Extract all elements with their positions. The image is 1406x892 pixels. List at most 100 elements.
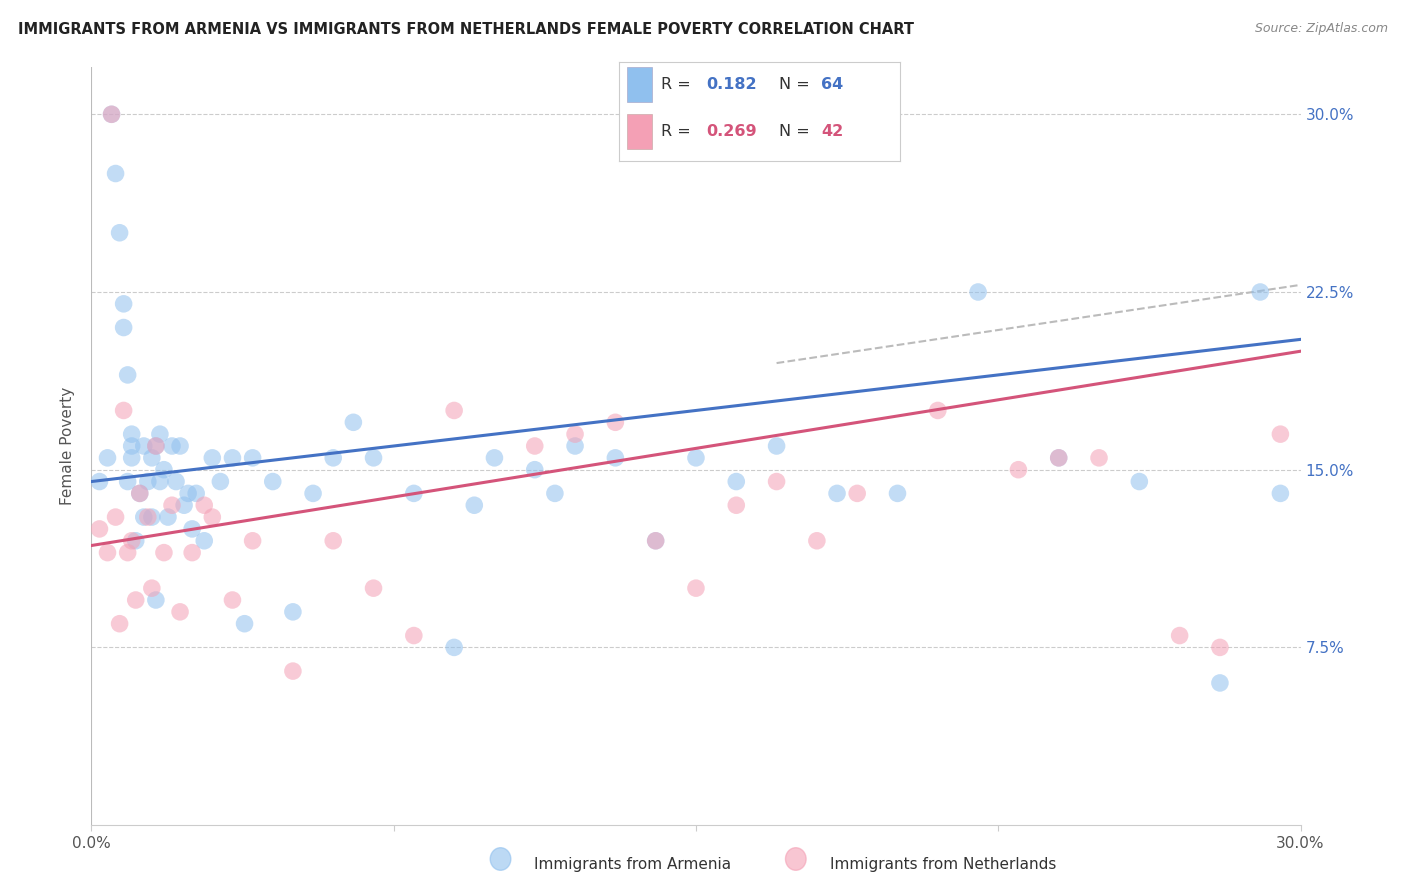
Text: 0.269: 0.269 — [706, 124, 756, 139]
Point — [564, 427, 586, 442]
Point — [463, 498, 485, 512]
Point — [886, 486, 908, 500]
Point — [108, 616, 131, 631]
Point — [1270, 486, 1292, 500]
Point — [121, 450, 143, 465]
Point — [96, 546, 118, 560]
Y-axis label: Female Poverty: Female Poverty — [60, 387, 76, 505]
Point — [685, 581, 707, 595]
Point — [181, 522, 204, 536]
Point — [1088, 450, 1111, 465]
Point — [363, 581, 385, 595]
Point — [725, 475, 748, 489]
Point — [725, 498, 748, 512]
Point — [160, 439, 183, 453]
Point — [117, 475, 139, 489]
Point — [141, 450, 163, 465]
Point — [181, 546, 204, 560]
Point — [644, 533, 666, 548]
Circle shape — [491, 847, 510, 871]
Point — [322, 450, 344, 465]
Point — [402, 486, 425, 500]
Point — [221, 450, 243, 465]
Point — [544, 486, 567, 500]
Point — [233, 616, 256, 631]
Text: 0.182: 0.182 — [706, 77, 756, 92]
Point — [156, 510, 179, 524]
Point — [443, 640, 465, 655]
Point — [967, 285, 990, 299]
Point — [112, 297, 135, 311]
Text: R =: R = — [661, 124, 696, 139]
Point — [112, 403, 135, 417]
Text: Immigrants from Armenia: Immigrants from Armenia — [534, 857, 731, 872]
Point — [145, 593, 167, 607]
Point — [1047, 450, 1070, 465]
Point — [145, 439, 167, 453]
Point — [193, 498, 215, 512]
Point — [186, 486, 208, 500]
Point — [141, 581, 163, 595]
Point — [169, 605, 191, 619]
Point — [193, 533, 215, 548]
Point — [121, 533, 143, 548]
Point — [117, 368, 139, 382]
Point — [1209, 676, 1232, 690]
Point — [89, 522, 111, 536]
Point — [1128, 475, 1150, 489]
Point — [342, 415, 364, 429]
Point — [443, 403, 465, 417]
Point — [765, 439, 787, 453]
Point — [209, 475, 232, 489]
Point — [177, 486, 200, 500]
Point — [141, 510, 163, 524]
Point — [302, 486, 325, 500]
Point — [605, 450, 627, 465]
Point — [201, 510, 224, 524]
Point — [644, 533, 666, 548]
Point — [132, 510, 155, 524]
Point — [765, 475, 787, 489]
Point — [927, 403, 949, 417]
Point — [1270, 427, 1292, 442]
Bar — [627, 68, 652, 102]
Point — [605, 415, 627, 429]
Point — [281, 605, 304, 619]
Text: Source: ZipAtlas.com: Source: ZipAtlas.com — [1254, 22, 1388, 36]
Text: IMMIGRANTS FROM ARMENIA VS IMMIGRANTS FROM NETHERLANDS FEMALE POVERTY CORRELATIO: IMMIGRANTS FROM ARMENIA VS IMMIGRANTS FR… — [18, 22, 914, 37]
Point — [1047, 450, 1070, 465]
Point — [149, 427, 172, 442]
Point — [484, 450, 506, 465]
Point — [201, 450, 224, 465]
Point — [104, 510, 127, 524]
Point — [149, 475, 172, 489]
Point — [262, 475, 284, 489]
Point — [221, 593, 243, 607]
Point — [825, 486, 848, 500]
Point — [153, 463, 176, 477]
Text: 42: 42 — [821, 124, 844, 139]
Point — [169, 439, 191, 453]
Point — [117, 546, 139, 560]
Point — [128, 486, 150, 500]
Point — [121, 439, 143, 453]
Point — [402, 628, 425, 642]
Text: N =: N = — [779, 124, 815, 139]
Point — [523, 439, 546, 453]
Text: R =: R = — [661, 77, 696, 92]
Point — [125, 593, 148, 607]
Point — [128, 486, 150, 500]
Point — [104, 167, 127, 181]
Point — [564, 439, 586, 453]
Point — [173, 498, 195, 512]
Point — [1007, 463, 1029, 477]
Point — [145, 439, 167, 453]
Point — [136, 475, 159, 489]
Point — [89, 475, 111, 489]
Point — [1168, 628, 1191, 642]
Point — [121, 427, 143, 442]
Point — [153, 546, 176, 560]
Text: Immigrants from Netherlands: Immigrants from Netherlands — [830, 857, 1056, 872]
Point — [100, 107, 122, 121]
Circle shape — [786, 847, 806, 871]
